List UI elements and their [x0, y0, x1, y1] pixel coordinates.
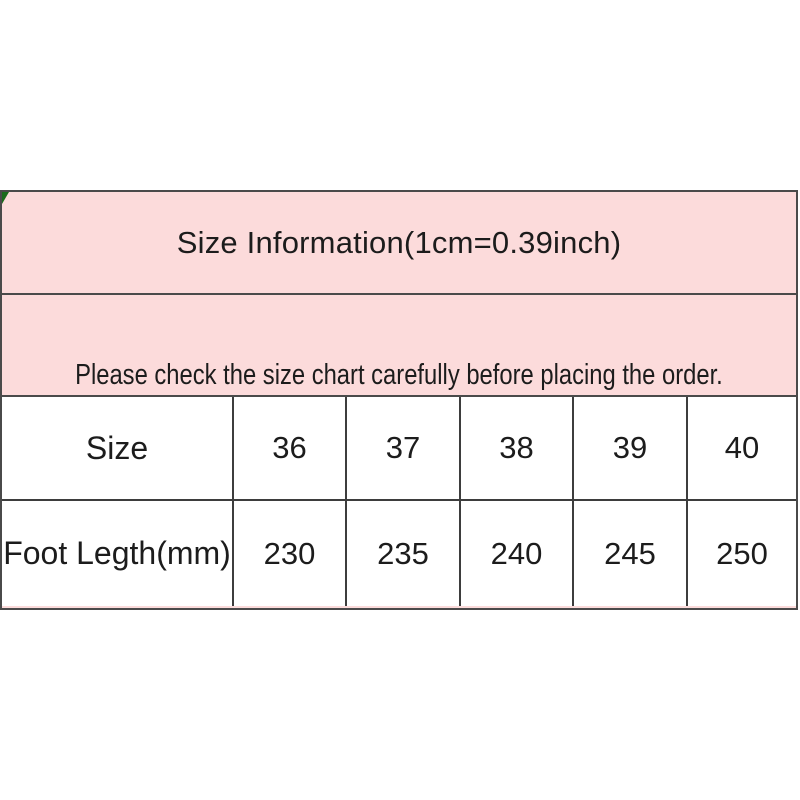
foot-length-cell-240: 240	[461, 501, 574, 606]
foot-length-cell-250: 250	[688, 501, 796, 606]
size-chart-panel: Size Information(1cm=0.39inch) Please ch…	[0, 190, 798, 610]
foot-length-cell-245: 245	[574, 501, 688, 606]
notice-banner: Please check the size chart carefully be…	[2, 295, 796, 397]
foot-length-cell-235: 235	[347, 501, 461, 606]
size-row-label: Size	[2, 397, 234, 501]
size-info-title: Size Information(1cm=0.39inch)	[176, 224, 622, 260]
size-info-header: Size Information(1cm=0.39inch)	[2, 192, 796, 295]
size-cell-39: 39	[574, 397, 688, 501]
corner-green-triangle-icon	[2, 192, 9, 204]
foot-length-row-label: Foot Legth(mm)	[2, 501, 234, 606]
size-cell-37: 37	[347, 397, 461, 501]
size-cell-38: 38	[461, 397, 574, 501]
foot-length-cell-230: 230	[234, 501, 347, 606]
size-table: Size 36 37 38 39 40 Foot Legth(mm) 230 2…	[2, 397, 796, 606]
size-cell-40: 40	[688, 397, 796, 501]
notice-text: Please check the size chart carefully be…	[75, 359, 723, 391]
size-cell-36: 36	[234, 397, 347, 501]
